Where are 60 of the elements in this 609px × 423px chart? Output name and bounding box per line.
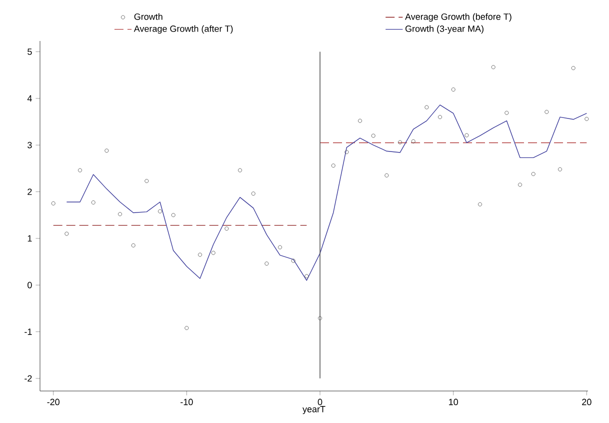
point [518,182,522,187]
y-tick-label: 0 [28,282,32,288]
x-tick-label: 20 [582,398,592,406]
point [238,168,242,172]
point [371,134,376,138]
y-tick-label: 1 [28,235,32,242]
point [571,66,576,70]
point [184,326,189,330]
x-tick-label: 0 [318,398,322,406]
y-tick-label: -1 [24,328,32,335]
y-tick-label: -2 [24,375,32,382]
point [464,133,469,138]
point [78,168,82,172]
y-tick-label: 5 [28,48,32,55]
point [251,192,256,196]
point [504,110,509,115]
point [358,118,362,123]
point [118,212,122,216]
point [171,213,176,218]
y-tick-label: 4 [27,95,32,102]
y-tick-label: 2 [28,188,32,195]
point [411,139,416,144]
point [584,116,589,121]
point [384,173,389,178]
point [491,65,496,70]
point [104,148,109,153]
x-tick-label: 10 [449,398,458,406]
point [438,115,442,120]
point [211,250,216,255]
legend-label: Average Growth (before T) [405,13,512,22]
point [291,258,296,263]
x-tick-label: -20 [47,398,60,406]
point [558,167,562,172]
point [398,140,402,144]
point [158,209,162,214]
point [304,274,309,278]
point [91,200,96,204]
y-tick-label: 3 [28,142,32,148]
point [198,252,202,257]
point [278,245,282,250]
line-series [66,104,588,281]
legend-label: Average Growth (after T) [134,25,233,34]
point [318,316,322,320]
point [64,232,69,236]
point [224,226,229,231]
point [544,110,549,114]
point [424,105,429,110]
point [531,172,536,176]
x-axis-title: yearT [302,406,326,414]
point [131,243,136,248]
point [478,202,482,206]
legend-label: Growth [134,13,162,20]
point [451,88,456,92]
point [144,179,149,183]
point [264,262,269,266]
point [331,164,336,168]
point [344,150,349,154]
point [51,201,56,206]
x-tick-label: -10 [180,398,193,406]
legend-label: Growth (3-year MA) [405,25,484,34]
